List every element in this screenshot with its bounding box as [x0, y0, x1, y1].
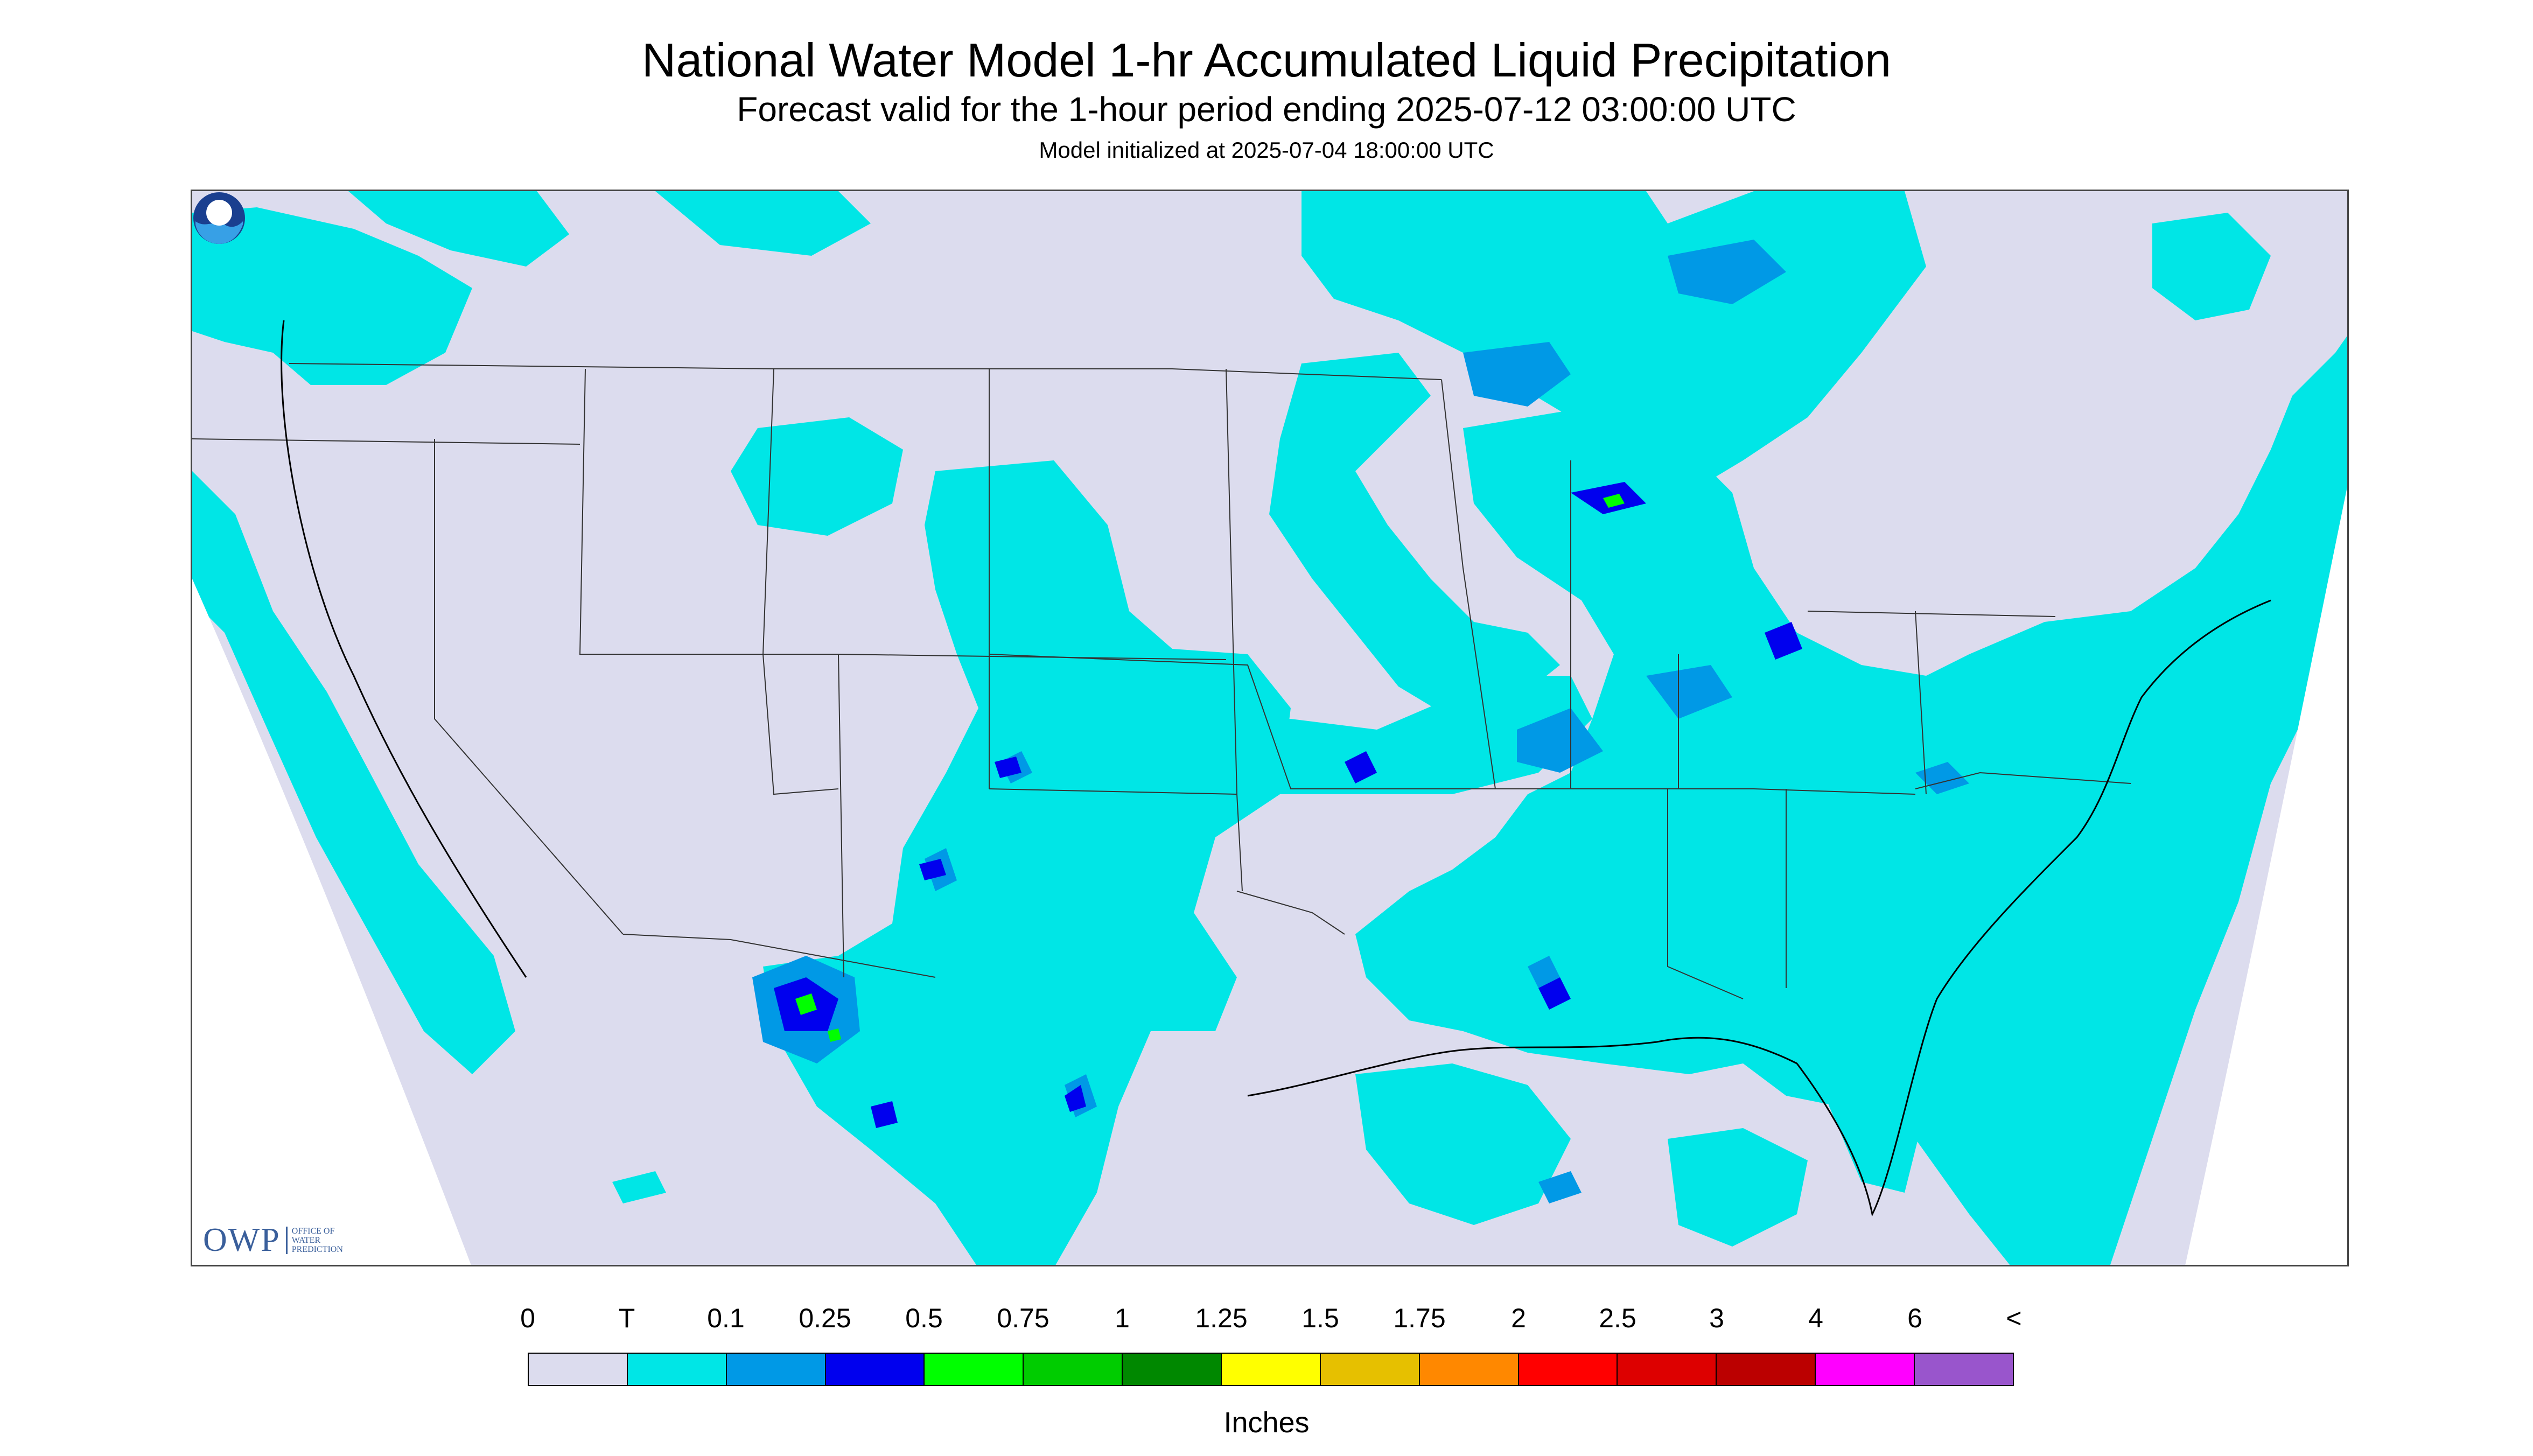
state-boundaries [192, 363, 2131, 999]
legend-colorbar [528, 1353, 2014, 1386]
precip-heavy-areas [795, 494, 1625, 1042]
legend-swatch [1222, 1354, 1321, 1385]
model-init-text: Model initialized at 2025-07-04 18:00:00… [1039, 137, 1494, 163]
noaa-logo-icon [193, 192, 245, 244]
legend-swatch [529, 1354, 628, 1385]
legend-swatch [1717, 1354, 1816, 1385]
legend-label: 0 [520, 1303, 535, 1333]
owp-logo-text: OWP [203, 1222, 281, 1258]
precipitation-map: OWP OFFICE OF WATER PREDICTION [191, 190, 2349, 1266]
legend-label: 3 [1709, 1303, 1724, 1333]
legend-swatch [925, 1354, 1024, 1385]
legend-swatch [1320, 1354, 1420, 1385]
owp-logo-subtext: OFFICE OF WATER PREDICTION [285, 1227, 343, 1254]
legend-label: 1.5 [1302, 1303, 1339, 1333]
legend-label: 1.75 [1393, 1303, 1446, 1333]
coastlines [281, 320, 2271, 1217]
legend-units: Inches [1223, 1406, 1310, 1439]
legend-label: 1.25 [1195, 1303, 1248, 1333]
legend-label: T [618, 1303, 635, 1333]
legend-swatch [1024, 1354, 1123, 1385]
legend-swatch [1618, 1354, 1717, 1385]
legend-label: 0.25 [799, 1303, 851, 1333]
forecast-valid-subtitle: Forecast valid for the 1-hour period end… [737, 90, 1796, 129]
legend-swatch [627, 1354, 727, 1385]
map-title: National Water Model 1-hr Accumulated Li… [641, 33, 1892, 87]
legend-label: 0.5 [905, 1303, 943, 1333]
legend-swatch [1419, 1354, 1519, 1385]
legend-label: 2 [1511, 1303, 1526, 1333]
legend-swatch [1816, 1354, 1915, 1385]
legend-label: 0.1 [707, 1303, 745, 1333]
legend-label: 6 [1907, 1303, 1922, 1333]
legend-labels: 0 T 0.1 0.25 0.5 0.75 1 1.25 1.5 1.75 2 2.5 3 4 6 < [520, 1302, 2022, 1334]
legend-swatch [1123, 1354, 1222, 1385]
owp-logo: OWP OFFICE OF WATER PREDICTION [203, 1221, 343, 1259]
map-canvas [192, 191, 2347, 1265]
precip-trace-areas [192, 191, 2347, 1265]
legend-swatch [726, 1354, 826, 1385]
legend-label: 4 [1808, 1303, 1823, 1333]
legend-label: 2.5 [1599, 1303, 1636, 1333]
legend-swatch [1519, 1354, 1618, 1385]
legend-label: 1 [1115, 1303, 1130, 1333]
legend-swatch [1915, 1354, 2013, 1385]
legend-label: < [2006, 1303, 2022, 1333]
legend-label: 0.75 [997, 1303, 1049, 1333]
legend-swatch [825, 1354, 925, 1385]
